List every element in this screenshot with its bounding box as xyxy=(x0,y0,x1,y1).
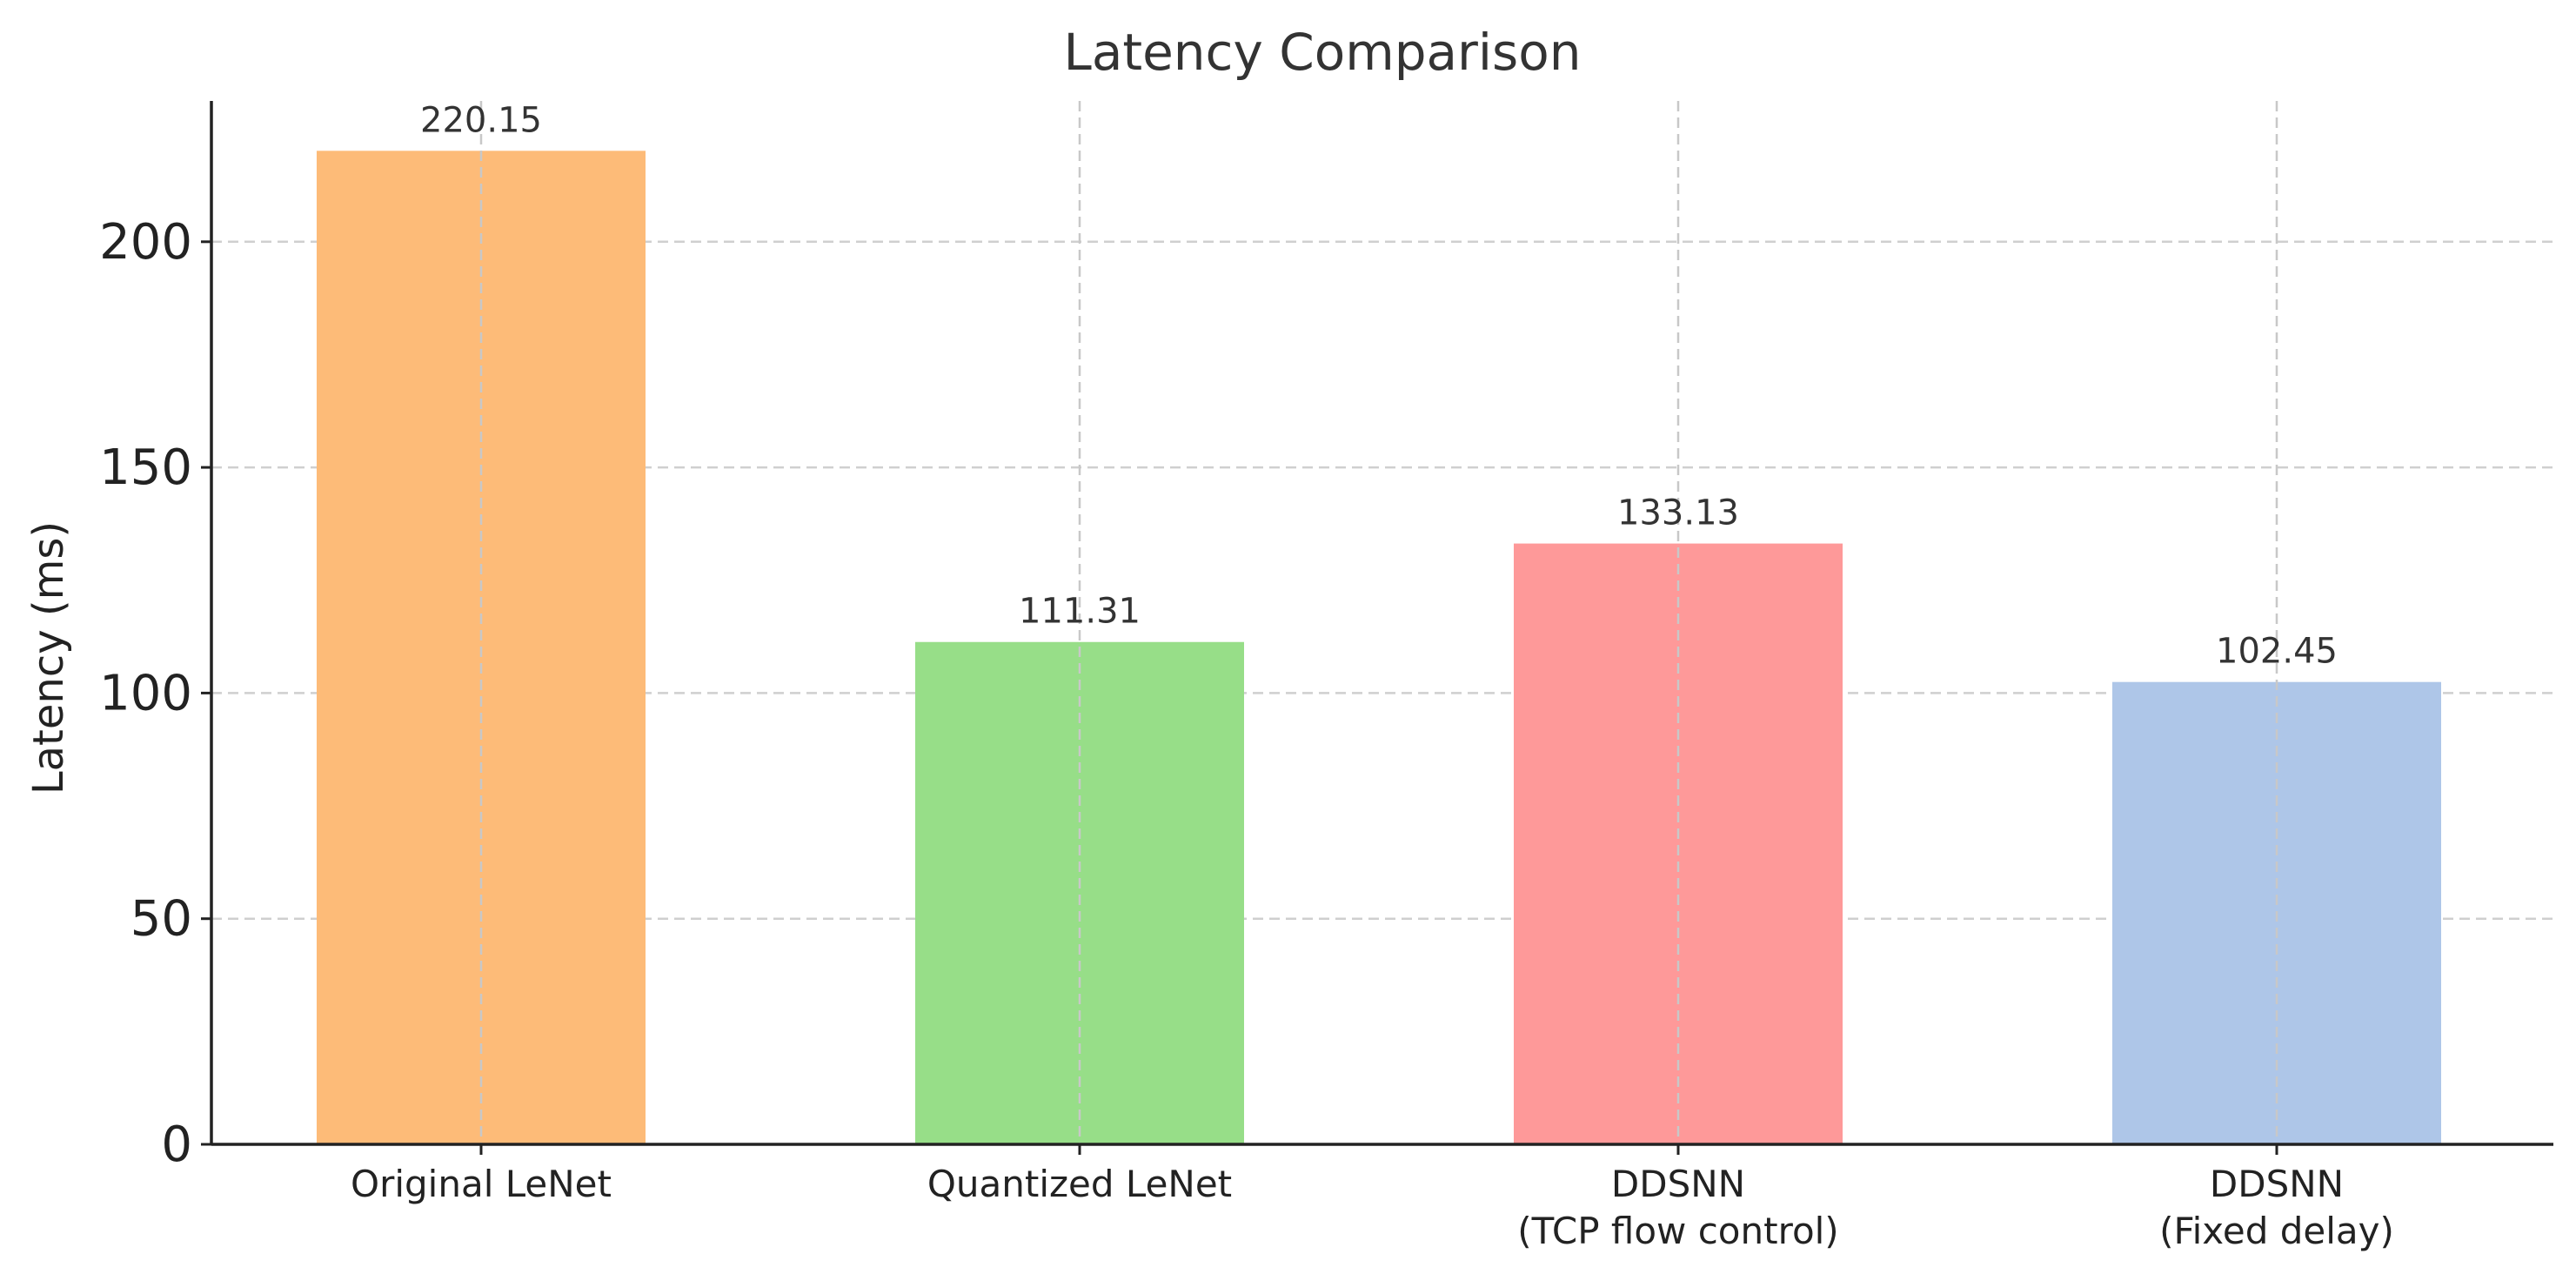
x-tick-label-line: (TCP flow control) xyxy=(1517,1210,1838,1252)
y-tick-label: 0 xyxy=(161,1116,192,1173)
x-tick-label: DDSNN (TCP flow control) xyxy=(1517,1163,1838,1252)
x-tick-label-line: DDSNN xyxy=(1611,1163,1745,1205)
y-tick-label: 50 xyxy=(130,891,192,948)
label-layer: Original LeNet Quantized LeNet DDSNN (TCP f… xyxy=(351,100,2394,1252)
x-tick-label-line: (Fixed delay) xyxy=(2159,1210,2394,1252)
x-tick-label-line: DDSNN xyxy=(2210,1163,2344,1205)
bar-value-label: 111.31 xyxy=(1019,592,1141,632)
x-tick-label: Original LeNet xyxy=(351,1163,612,1205)
vertical-grid-layer xyxy=(479,101,2278,1144)
x-tick-label-line: Original LeNet xyxy=(351,1163,612,1205)
x-tick-label: Quantized LeNet xyxy=(927,1163,1232,1205)
bar-value-label: 102.45 xyxy=(2216,632,2338,672)
y-axis-label: Latency (ms) xyxy=(24,521,73,795)
x-tick-label: DDSNN (Fixed delay) xyxy=(2159,1163,2394,1252)
bar-value-label: 133.13 xyxy=(1617,493,1739,533)
bar-value-label: 220.15 xyxy=(420,100,542,140)
y-tick-label: 200 xyxy=(99,214,192,271)
y-tick-label: 150 xyxy=(99,439,192,496)
chart-title: Latency Comparison xyxy=(1064,23,1582,82)
x-tick-label-line: Quantized LeNet xyxy=(927,1163,1232,1205)
y-tick-label: 100 xyxy=(99,665,192,721)
axis-layer: 0 50 100 150 200 xyxy=(99,101,2553,1173)
